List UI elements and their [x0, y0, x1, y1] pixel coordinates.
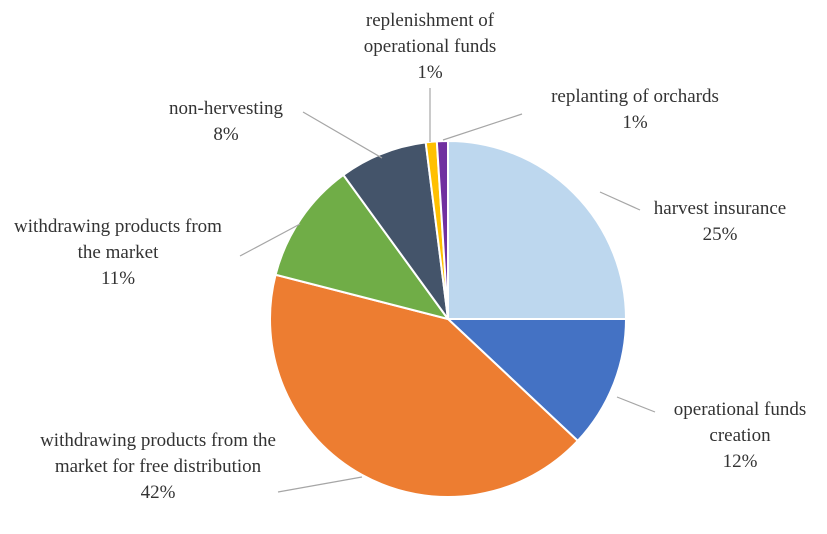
- slice-value: 25%: [702, 224, 738, 245]
- slice-label: replenishment of operational funds 1%: [335, 8, 525, 86]
- slice-value: 11%: [100, 268, 136, 289]
- pie-slice: [274, 173, 451, 321]
- slice-name: non-hervesting: [169, 98, 283, 119]
- leader-line: [239, 223, 301, 257]
- slice-label: withdrawing products from the market for…: [33, 428, 283, 506]
- slice-label: harvest insurance 25%: [630, 196, 810, 248]
- slice-value: 12%: [722, 451, 758, 472]
- slice-name: replenishment of operational funds: [363, 10, 497, 57]
- slice-label: replanting of orchards 1%: [520, 84, 750, 136]
- pie-slice: [445, 318, 628, 443]
- slice-label: operational funds creation 12%: [648, 397, 827, 475]
- leader-line: [599, 191, 641, 211]
- leader-line: [277, 476, 363, 493]
- slice-value: 8%: [213, 124, 239, 145]
- pie-slice: [435, 139, 449, 320]
- slice-name: withdrawing products from the market for…: [40, 430, 276, 477]
- slice-value: 42%: [140, 482, 176, 503]
- leader-line: [616, 396, 656, 413]
- leader-line: [302, 111, 383, 159]
- slice-name: harvest insurance: [653, 198, 787, 219]
- slice-label: non-hervesting 8%: [146, 96, 306, 148]
- slice-name: operational funds creation: [673, 399, 807, 446]
- slice-label: withdrawing products from the market 11%: [3, 214, 233, 292]
- slice-name: withdrawing products from the market: [14, 216, 222, 263]
- pie-slice: [341, 141, 449, 320]
- pie-slice: [269, 273, 580, 498]
- slice-value: 1%: [417, 62, 443, 83]
- slice-name: replanting of orchards: [551, 86, 719, 107]
- pie-slice: [447, 139, 628, 320]
- slice-value: 1%: [622, 112, 648, 133]
- leader-line: [442, 113, 523, 141]
